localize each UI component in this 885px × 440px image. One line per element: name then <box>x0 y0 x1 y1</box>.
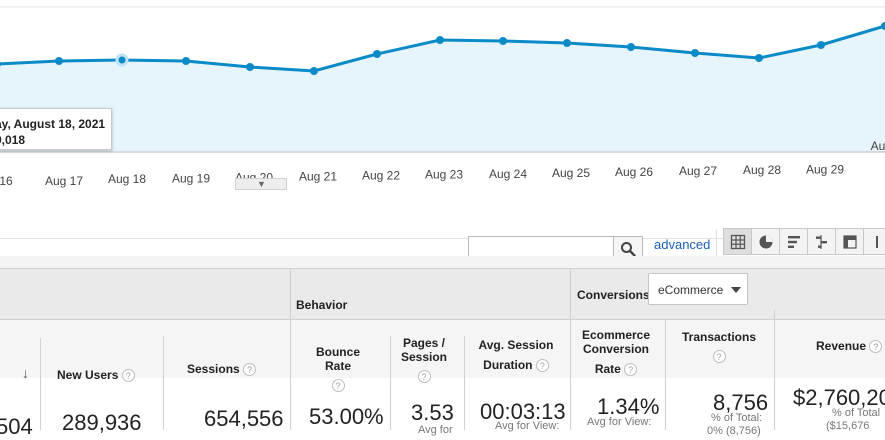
view-bar-chart-button[interactable] <box>780 229 808 254</box>
column-header-transactions[interactable]: Transactions ? <box>676 330 762 363</box>
column-header-sessions[interactable]: Sessions ? <box>187 362 256 376</box>
header-label: Transactions <box>676 330 762 344</box>
chart-tooltip: ay, August 18, 2021 9,018 <box>0 108 112 150</box>
view-pie-chart-button[interactable] <box>752 229 780 254</box>
help-icon[interactable]: ? <box>536 359 549 372</box>
group-label-conversions: Conversions <box>577 288 650 302</box>
header-label-line2: Conversion <box>578 342 654 356</box>
help-icon[interactable]: ? <box>122 369 135 382</box>
x-axis-tick-label: Aug 26 <box>615 165 653 179</box>
chart-range-handle[interactable]: ▼ <box>235 178 287 190</box>
column-header-new-users[interactable]: New Users ? <box>57 368 135 382</box>
header-label: Sessions <box>187 362 240 376</box>
help-icon[interactable]: ? <box>243 363 256 376</box>
chart-data-point[interactable] <box>182 57 190 65</box>
chart-data-point[interactable] <box>691 49 699 57</box>
more-icon <box>870 234 885 250</box>
chart-area-fill <box>0 26 885 152</box>
help-icon[interactable]: ? <box>624 363 637 376</box>
help-icon[interactable]: ? <box>713 350 726 363</box>
x-axis-tick-label: Aug 29 <box>806 162 844 176</box>
revenue-sub-label-2: ($15,676 <box>826 420 869 432</box>
header-label-line1: Ecommerce <box>578 328 654 342</box>
chart-data-point[interactable] <box>55 57 63 65</box>
help-icon[interactable]: ? <box>869 340 882 353</box>
column-header-pages-per-session[interactable]: Pages / Session ? <box>398 336 450 383</box>
column-header-ecommerce-conversion-rate[interactable]: Ecommerce Conversion Rate ? <box>578 328 654 376</box>
header-label: New Users <box>57 368 118 382</box>
x-axis-tick-label: 16 <box>0 174 13 188</box>
dropdown-selected-value: eCommerce <box>658 283 723 297</box>
chart-data-point[interactable] <box>755 54 763 62</box>
total-pages-per-session: 3.53 <box>411 400 454 426</box>
bar-chart-icon <box>786 234 802 250</box>
header-label: Revenue <box>816 339 866 353</box>
total-users: 504 <box>0 414 33 440</box>
group-header-behavior <box>290 268 570 320</box>
group-label-behavior: Behavior <box>296 298 347 312</box>
chart-data-point[interactable] <box>310 67 318 75</box>
chart-data-point[interactable] <box>373 50 381 58</box>
chart-data-point[interactable] <box>817 41 825 49</box>
total-sessions: 654,556 <box>204 406 284 432</box>
x-axis-tick-label: Aug 22 <box>362 169 400 183</box>
total-new-users: 289,936 <box>62 410 142 436</box>
conversion-sub-label: Avg for View: <box>587 416 651 428</box>
view-pivot-button[interactable] <box>836 229 864 254</box>
transactions-sub-label: % of Total: <box>711 412 762 424</box>
tooltip-date: ay, August 18, 2021 <box>0 116 111 132</box>
chart-data-point[interactable] <box>246 63 254 71</box>
group-header-acquisition <box>0 268 290 320</box>
header-label-line1: Pages / <box>398 336 450 350</box>
advanced-filter-link[interactable]: advanced <box>654 237 710 252</box>
chart-data-point[interactable] <box>117 55 127 65</box>
tooltip-value: 9,018 <box>0 132 111 148</box>
x-axis-tick-label: Aug 25 <box>552 166 590 180</box>
header-label-line3: Rate <box>595 362 621 376</box>
comparison-icon <box>814 234 830 250</box>
data-table-icon <box>730 234 746 250</box>
chart-data-point[interactable] <box>499 37 507 45</box>
x-axis-tick-label: Aug 23 <box>425 168 463 182</box>
column-header-avg-session-duration[interactable]: Avg. Session Duration ? <box>476 338 556 372</box>
conversions-type-dropdown[interactable]: eCommerce <box>648 273 748 305</box>
transactions-sub-label-2: 0% (8,756) <box>707 425 761 437</box>
x-axis-tick-label: Au <box>871 139 885 153</box>
view-data-table-button[interactable] <box>724 229 752 254</box>
chart-data-point[interactable] <box>563 39 571 47</box>
chart-data-point[interactable] <box>627 43 635 51</box>
chevron-down-icon: ▼ <box>257 179 266 189</box>
column-header-bounce-rate[interactable]: Bounce Rate ? <box>302 345 374 392</box>
chevron-down-icon <box>731 287 741 293</box>
x-axis-tick-label: Aug 24 <box>489 167 527 181</box>
help-icon[interactable]: ? <box>332 379 345 392</box>
header-label-line2: Session <box>398 350 450 364</box>
header-label-line1: Avg. Session <box>476 338 556 352</box>
help-icon[interactable]: ? <box>418 370 431 383</box>
duration-sub-label: Avg for View: <box>495 420 559 432</box>
x-axis-tick-label: Aug 18 <box>108 172 146 186</box>
header-label-line2: Duration <box>483 358 532 372</box>
pages-sub-label: Avg for <box>418 424 453 436</box>
x-axis-tick-label: Aug 21 <box>299 170 337 184</box>
chart-data-point[interactable] <box>436 36 444 44</box>
pivot-icon <box>842 234 858 250</box>
view-more-button[interactable] <box>864 229 885 254</box>
column-header-revenue[interactable]: Revenue ? <box>816 339 882 353</box>
pie-chart-icon <box>758 234 774 250</box>
x-axis-tick-label: Aug 19 <box>172 171 210 185</box>
sort-descending-icon[interactable]: ↓ <box>22 366 29 380</box>
x-axis-tick-label: Aug 28 <box>743 163 781 177</box>
total-bounce-rate: 53.00% <box>309 404 384 430</box>
x-axis-tick-label: Aug 17 <box>45 174 83 188</box>
view-comparison-button[interactable] <box>808 229 836 254</box>
x-axis-tick-label: Aug 27 <box>679 164 717 178</box>
search-icon <box>620 241 636 257</box>
header-label: Bounce Rate <box>302 345 374 373</box>
revenue-sub-label: % of Total <box>832 407 880 419</box>
view-switcher <box>723 228 885 255</box>
toolbar-divider <box>716 230 717 256</box>
